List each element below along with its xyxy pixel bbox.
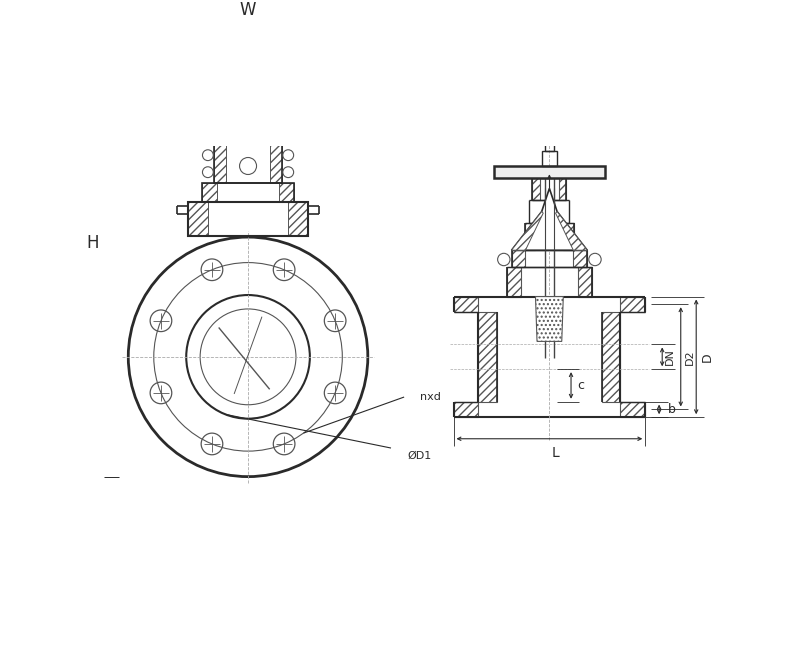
Polygon shape [507, 267, 521, 297]
Polygon shape [535, 297, 563, 341]
Polygon shape [621, 402, 646, 417]
Polygon shape [478, 312, 497, 402]
Text: W: W [240, 1, 256, 19]
Bar [228, 104, 268, 121]
Bar [202, 183, 294, 202]
Bar [542, 150, 557, 166]
Polygon shape [454, 402, 478, 417]
Circle shape [236, 30, 261, 56]
Bar [214, 143, 282, 183]
Bar [545, 141, 554, 150]
Text: DN: DN [665, 349, 675, 365]
Polygon shape [563, 223, 574, 250]
Polygon shape [578, 267, 592, 297]
Text: b: b [667, 403, 675, 416]
Bar [191, 36, 306, 50]
Text: L: L [552, 446, 559, 459]
Polygon shape [454, 297, 478, 312]
Polygon shape [270, 143, 282, 183]
Bar [225, 121, 271, 143]
Polygon shape [511, 189, 587, 250]
Text: D: D [701, 352, 714, 362]
Polygon shape [288, 202, 308, 235]
Polygon shape [558, 178, 566, 200]
Polygon shape [511, 212, 543, 250]
Polygon shape [188, 202, 208, 235]
Polygon shape [574, 250, 587, 267]
Polygon shape [511, 250, 526, 267]
Bar [238, 50, 259, 72]
Bar [242, 14, 254, 24]
Polygon shape [202, 183, 217, 202]
Bar [188, 202, 308, 235]
Text: H: H [86, 235, 99, 252]
Text: D2: D2 [685, 349, 695, 365]
Polygon shape [214, 143, 226, 183]
Text: nxd: nxd [419, 392, 441, 402]
Bar [239, 24, 257, 36]
Bar [494, 166, 605, 178]
Polygon shape [555, 212, 587, 250]
Polygon shape [279, 183, 294, 202]
Polygon shape [621, 297, 646, 312]
Polygon shape [602, 312, 621, 402]
Text: c: c [577, 379, 584, 392]
Text: ØD1: ØD1 [407, 451, 431, 461]
Polygon shape [525, 223, 535, 250]
Bar [233, 72, 263, 104]
Polygon shape [532, 178, 540, 200]
